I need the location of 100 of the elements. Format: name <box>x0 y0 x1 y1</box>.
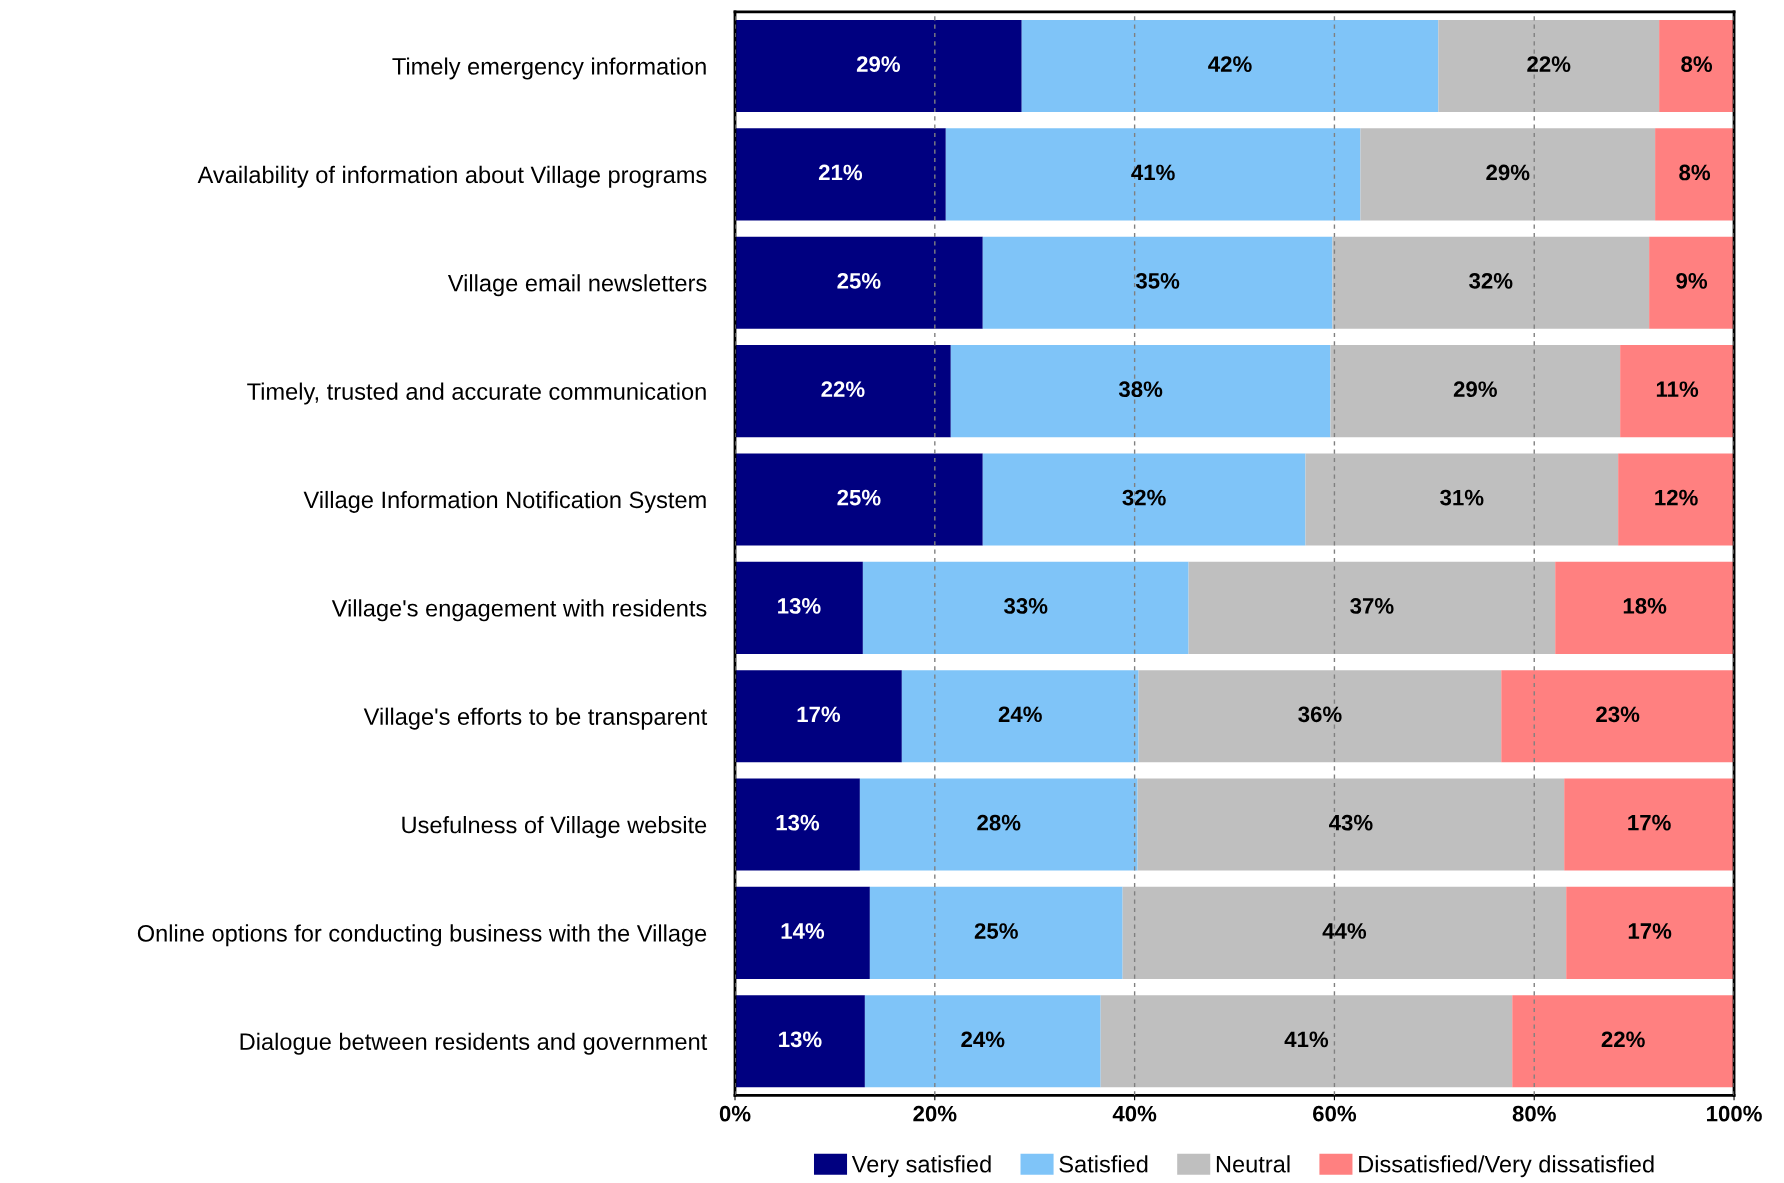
bar <box>982 236 1333 329</box>
data-label: 13% <box>776 814 820 831</box>
bar <box>1330 345 1621 438</box>
y-tick-label: Dialogue between residents and government <box>240 1032 708 1055</box>
bar <box>1659 19 1735 113</box>
bar <box>735 345 951 438</box>
x-tick-label: 80% <box>1512 1105 1556 1122</box>
bar <box>1555 561 1735 654</box>
bar <box>1649 236 1735 329</box>
bar <box>1305 453 1619 546</box>
legend-label: Very satisfied <box>851 1155 991 1178</box>
y-tick-label: Village Information Notification System <box>303 490 706 513</box>
data-label: 9% <box>1676 272 1708 289</box>
data-label: 29% <box>1486 164 1530 181</box>
data-label: 25% <box>837 489 881 506</box>
bar <box>735 778 860 871</box>
data-label: 25% <box>974 923 1018 939</box>
bar <box>735 453 983 546</box>
y-tick-label: Usefulness of Village website <box>402 816 707 839</box>
bar <box>869 886 1123 979</box>
data-label: 8% <box>1681 56 1713 72</box>
bar <box>1566 886 1734 979</box>
data-label: 17% <box>797 706 841 723</box>
bar <box>1655 128 1735 221</box>
x-tick-label: 100% <box>1707 1105 1762 1122</box>
bar <box>735 670 902 763</box>
bar <box>1564 778 1735 871</box>
y-tick-label: Online options for conducting business with the Village <box>137 924 707 947</box>
bar <box>735 886 870 979</box>
data-label: 32% <box>1469 272 1513 289</box>
data-label: 29% <box>1453 381 1497 398</box>
data-label: 37% <box>1350 598 1394 614</box>
data-label: 13% <box>778 598 821 614</box>
legend-label: Neutral <box>1216 1155 1290 1173</box>
y-tick-label: Availability of information about Village programs <box>197 165 707 188</box>
data-label: 18% <box>1623 598 1667 614</box>
bar <box>735 236 983 329</box>
data-label: 17% <box>1628 923 1672 939</box>
bar <box>864 995 1101 1088</box>
data-label: 38% <box>1118 381 1163 398</box>
bar <box>901 670 1139 763</box>
data-label: 22% <box>1527 56 1571 72</box>
bar <box>945 128 1361 221</box>
data-label: 12% <box>1655 489 1698 506</box>
x-tick-label: 0% <box>719 1105 751 1122</box>
y-tick-label: Timely, trusted and accurate communication <box>247 382 706 405</box>
data-label: 17% <box>1628 814 1671 831</box>
data-label: 42% <box>1208 56 1252 72</box>
x-tick-label: 60% <box>1313 1105 1357 1122</box>
data-label: 23% <box>1596 706 1640 723</box>
bar <box>950 345 1331 438</box>
data-label: 25% <box>837 272 881 289</box>
bar <box>982 453 1306 546</box>
bar <box>859 778 1138 871</box>
bar <box>735 19 1022 113</box>
bar <box>1021 19 1439 113</box>
y-tick-label: Village's engagement with residents <box>331 599 707 622</box>
data-label: 14% <box>781 923 825 939</box>
data-label: 24% <box>961 1031 1005 1048</box>
bar <box>1618 453 1735 546</box>
bar <box>735 561 863 654</box>
bar <box>1438 19 1660 113</box>
bar <box>1100 995 1513 1088</box>
data-label: 44% <box>1322 923 1367 939</box>
legend-label: Dissatisfied/Very dissatisfied <box>1359 1155 1654 1178</box>
data-label: 13% <box>779 1031 822 1048</box>
legend-label: Satisfied <box>1059 1155 1148 1173</box>
bar <box>862 561 1189 654</box>
data-label: 36% <box>1298 706 1342 723</box>
bar <box>1501 670 1735 763</box>
data-label: 29% <box>856 56 901 72</box>
y-tick-label: Village email newsletters <box>447 274 707 297</box>
bar <box>1137 778 1565 871</box>
bar <box>1138 670 1502 763</box>
data-label: 28% <box>977 814 1021 831</box>
data-label: 31% <box>1440 489 1484 506</box>
data-label: 33% <box>1004 598 1048 614</box>
data-label: 24% <box>998 706 1042 723</box>
data-label: 35% <box>1135 272 1180 289</box>
data-label: 8% <box>1679 164 1711 181</box>
data-label: 43% <box>1329 814 1373 831</box>
data-label: 21% <box>818 164 863 181</box>
bar <box>1122 886 1567 979</box>
bar <box>1332 236 1650 329</box>
bar <box>735 995 865 1088</box>
x-tick-label: 40% <box>1112 1105 1157 1122</box>
x-tick-label: 20% <box>913 1105 957 1122</box>
data-label: 22% <box>821 381 865 398</box>
bar <box>1188 561 1556 654</box>
bar <box>1620 345 1735 438</box>
data-label: 41% <box>1284 1031 1329 1048</box>
data-label: 32% <box>1122 489 1166 506</box>
y-tick-label: Timely emergency information <box>392 57 706 80</box>
bar <box>735 128 946 221</box>
data-label: 41% <box>1131 164 1175 181</box>
data-label: 22% <box>1601 1031 1645 1048</box>
y-tick-label: Village's efforts to be transparent <box>363 707 708 730</box>
bar <box>1360 128 1656 221</box>
bar <box>1512 995 1735 1088</box>
data-label: 11% <box>1656 381 1699 398</box>
